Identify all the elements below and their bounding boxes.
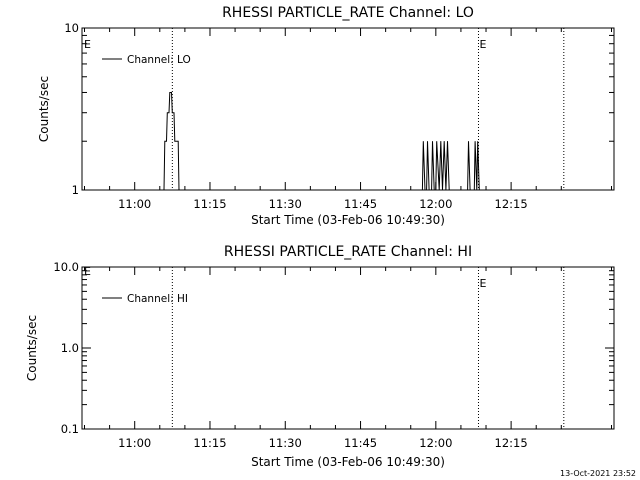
x-tick-label: 12:15 xyxy=(495,197,528,211)
x-tick-label: 12:00 xyxy=(419,197,452,211)
x-tick-label: 11:00 xyxy=(118,197,151,211)
legend-label-lo: Channel: LO xyxy=(127,54,191,66)
event-markers-hi: E xyxy=(171,267,565,429)
x-tick-label: 11:30 xyxy=(269,436,302,450)
event-marker-label: E xyxy=(479,38,486,51)
chart-panel-lo: RHESSI PARTICLE_RATE Channel: LO 1 10 11:… xyxy=(37,5,615,227)
y-axis-hi: 0.1 1.0 10.0 xyxy=(53,260,614,436)
event-marker-label: E xyxy=(479,277,486,290)
x-tick-label: 11:30 xyxy=(269,197,302,211)
chart-panel-hi: RHESSI PARTICLE_RATE Channel: HI 0.1 1.0 1… xyxy=(25,244,615,469)
y-tick-label: 1.0 xyxy=(61,341,79,355)
event-markers-lo: E xyxy=(171,28,565,190)
x-tick-label: 11:45 xyxy=(344,197,377,211)
x-tick-label: 12:15 xyxy=(495,436,528,450)
y-axis-label-hi: Counts/sec xyxy=(25,315,39,381)
x-tick-label: 11:15 xyxy=(193,436,226,450)
x-tick-label: 12:00 xyxy=(419,436,452,450)
chart-title-hi: RHESSI PARTICLE_RATE Channel: HI xyxy=(224,244,472,260)
y-tick-label: 1 xyxy=(72,183,79,197)
y-axis-label-lo: Counts/sec xyxy=(37,76,51,142)
x-tick-label: 11:45 xyxy=(344,436,377,450)
y-tick-label: 10.0 xyxy=(53,260,79,274)
x-tick-label: 11:15 xyxy=(193,197,226,211)
generation-timestamp: 13-Oct-2021 23:52 xyxy=(560,469,636,478)
x-axis-label-lo: Start Time (03-Feb-06 10:49:30) xyxy=(251,213,445,227)
plot-frame-lo xyxy=(81,27,615,191)
y-tick-label: 0.1 xyxy=(61,422,79,436)
y-axis-lo: 1 10 xyxy=(64,21,614,197)
y-tick-label: 10 xyxy=(64,21,79,35)
x-axis-hi: 11:00 11:15 11:30 11:45 12:00 12:15 xyxy=(84,267,612,450)
corner-label-lo: E xyxy=(84,38,91,51)
chart-title-lo: RHESSI PARTICLE_RATE Channel: LO xyxy=(222,5,474,21)
x-axis-lo: 11:00 11:15 11:30 11:45 12:00 12:15 xyxy=(84,28,612,211)
plot-frame-hi xyxy=(81,266,615,430)
series-line-lo xyxy=(163,92,480,191)
corner-label-hi: E xyxy=(84,265,91,278)
x-tick-label: 11:00 xyxy=(118,436,151,450)
legend-label-hi: Channel: HI xyxy=(127,293,188,305)
x-axis-label-hi: Start Time (03-Feb-06 10:49:30) xyxy=(251,455,445,469)
